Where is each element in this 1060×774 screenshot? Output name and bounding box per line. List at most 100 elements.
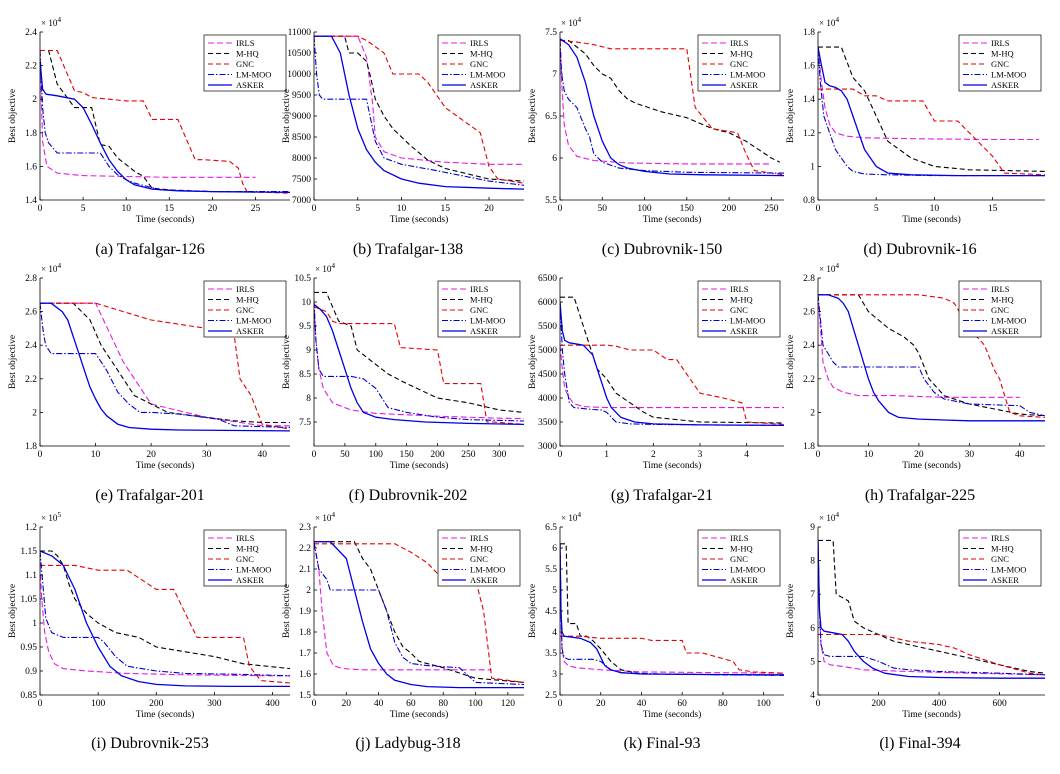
x-tick-label: 150 (400, 450, 415, 460)
x-tick-label: 600 (992, 699, 1007, 709)
legend-label-asker: ASKER (470, 575, 498, 585)
x-tick-label: 15 (165, 204, 175, 214)
series-line-lm-moo (40, 550, 290, 677)
series-line-m-hq (314, 35, 524, 182)
legend-label-m-hq: M-HQ (470, 49, 493, 59)
y-tick-label: 7 (552, 70, 557, 80)
y-tick-label: 4500 (538, 370, 557, 380)
y-tick-label: 9 (306, 346, 311, 356)
x-tick-label: 400 (932, 699, 947, 709)
y-tick-label: 2.1 (299, 565, 311, 575)
y-tick-label: 9 (810, 523, 815, 533)
legend-box (437, 34, 521, 92)
x-tick-label: 3 (698, 450, 703, 460)
y-tick-label: 6.5 (545, 112, 557, 122)
subplot-8: 0 10 20 30 40 1.8 2 2.2 2.4 2.6 2.8 × 104 Time (seco… (786, 261, 1045, 504)
subplot-1: 0 5 10 15 20 25 1.4 1.6 1.8 2 2.2 2.4 × 104 Time (sec… (8, 15, 290, 258)
legend-label-lm-moo: LM-MOO (470, 70, 505, 80)
x-tick-label: 10 (864, 450, 874, 460)
legend-label-m-hq: M-HQ (730, 295, 753, 305)
subplot-caption: (k) Final-93 (624, 735, 701, 752)
legend-label-gnc: GNC (236, 59, 254, 69)
series-line-asker (560, 301, 784, 427)
legend-label-lm-moo: LM-MOO (991, 316, 1026, 326)
x-axis-label: Time (seconds) (643, 709, 702, 720)
series-line-lm-moo (40, 303, 290, 429)
series-line-asker (314, 303, 524, 426)
x-axis-label: Time (seconds) (390, 460, 449, 471)
x-tick-label: 10 (121, 204, 131, 214)
series-line-asker (40, 550, 290, 688)
x-tick-label: 10 (930, 204, 940, 214)
series-line-asker (314, 541, 524, 689)
y-tick-label: 1.4 (25, 196, 37, 206)
axis-exponent: × 104 (819, 15, 839, 28)
legend-box (203, 34, 287, 92)
legend-label-m-hq: M-HQ (236, 295, 259, 305)
x-tick-label: 250 (764, 204, 779, 214)
y-tick-label: 7500 (292, 175, 311, 185)
x-tick-label: 10 (397, 204, 407, 214)
series-line-gnc (314, 543, 524, 683)
subplot-5: 0 10 20 30 40 1.8 2 2.2 2.4 2.6 2.8 × 104 Time (seco… (8, 261, 290, 504)
x-tick-label: 20 (146, 450, 156, 460)
y-tick-label: 1.8 (803, 442, 815, 452)
x-tick-label: 200 (871, 699, 886, 709)
y-tick-label: 2.5 (545, 691, 557, 701)
x-tick-label: 0 (816, 204, 821, 214)
x-tick-label: 200 (149, 699, 164, 709)
y-tick-label: 10 (302, 298, 312, 308)
x-tick-label: 50 (340, 450, 350, 460)
y-axis-label: Best objective (8, 89, 18, 143)
legend-box (697, 529, 781, 587)
x-tick-label: 0 (312, 699, 317, 709)
subplot-caption: (a) Trafalgar-126 (95, 241, 204, 258)
y-tick-label: 3500 (538, 418, 557, 428)
legend-label-asker: ASKER (730, 575, 758, 585)
x-axis-label: Time (seconds) (902, 709, 961, 720)
legend-label-irls: IRLS (730, 533, 749, 543)
legend-label-asker: ASKER (991, 575, 1019, 585)
series-line-asker (818, 46, 1045, 177)
series-line-m-hq (818, 539, 1045, 674)
x-tick-label: 40 (257, 450, 267, 460)
legend-label-lm-moo: LM-MOO (470, 316, 505, 326)
legend-label-lm-moo: LM-MOO (236, 565, 271, 575)
subplot-caption: (b) Trafalgar-138 (353, 241, 463, 258)
y-tick-label: 6 (810, 624, 815, 634)
x-tick-label: 20 (596, 699, 606, 709)
series-line-gnc (560, 39, 784, 176)
y-tick-label: 2 (810, 408, 815, 418)
y-tick-label: 1.7 (299, 649, 311, 659)
series-line-m-hq (818, 46, 1045, 172)
legend-label-irls: IRLS (991, 533, 1010, 543)
legend-label-gnc: GNC (470, 59, 488, 69)
legend-label-lm-moo: LM-MOO (470, 565, 505, 575)
legend-label-gnc: GNC (991, 59, 1009, 69)
y-tick-label: 1.8 (25, 129, 37, 139)
y-axis-label: Best objective (786, 584, 796, 638)
y-tick-label: 10500 (287, 49, 311, 59)
series-line-gnc (818, 633, 1045, 676)
x-tick-label: 0 (816, 450, 821, 460)
y-tick-label: 2.6 (803, 308, 815, 318)
legend-label-lm-moo: LM-MOO (730, 565, 765, 575)
x-axis-label: Time (seconds) (390, 709, 449, 720)
legend-label-irls: IRLS (730, 284, 749, 294)
legend-label-m-hq: M-HQ (730, 49, 753, 59)
x-axis-label: Time (seconds) (643, 214, 702, 225)
legend-box (203, 280, 287, 338)
y-tick-label: 6.5 (545, 523, 557, 533)
x-axis-label: Time (seconds) (902, 460, 961, 471)
y-axis-label: Best objective (786, 89, 796, 143)
legend-label-irls: IRLS (991, 284, 1010, 294)
y-tick-label: 6 (552, 154, 557, 164)
y-tick-label: 9000 (292, 112, 311, 122)
x-tick-label: 100 (91, 699, 106, 709)
y-axis-label: Best objective (528, 584, 538, 638)
x-tick-label: 5 (355, 204, 360, 214)
y-tick-label: 5.5 (545, 565, 557, 575)
